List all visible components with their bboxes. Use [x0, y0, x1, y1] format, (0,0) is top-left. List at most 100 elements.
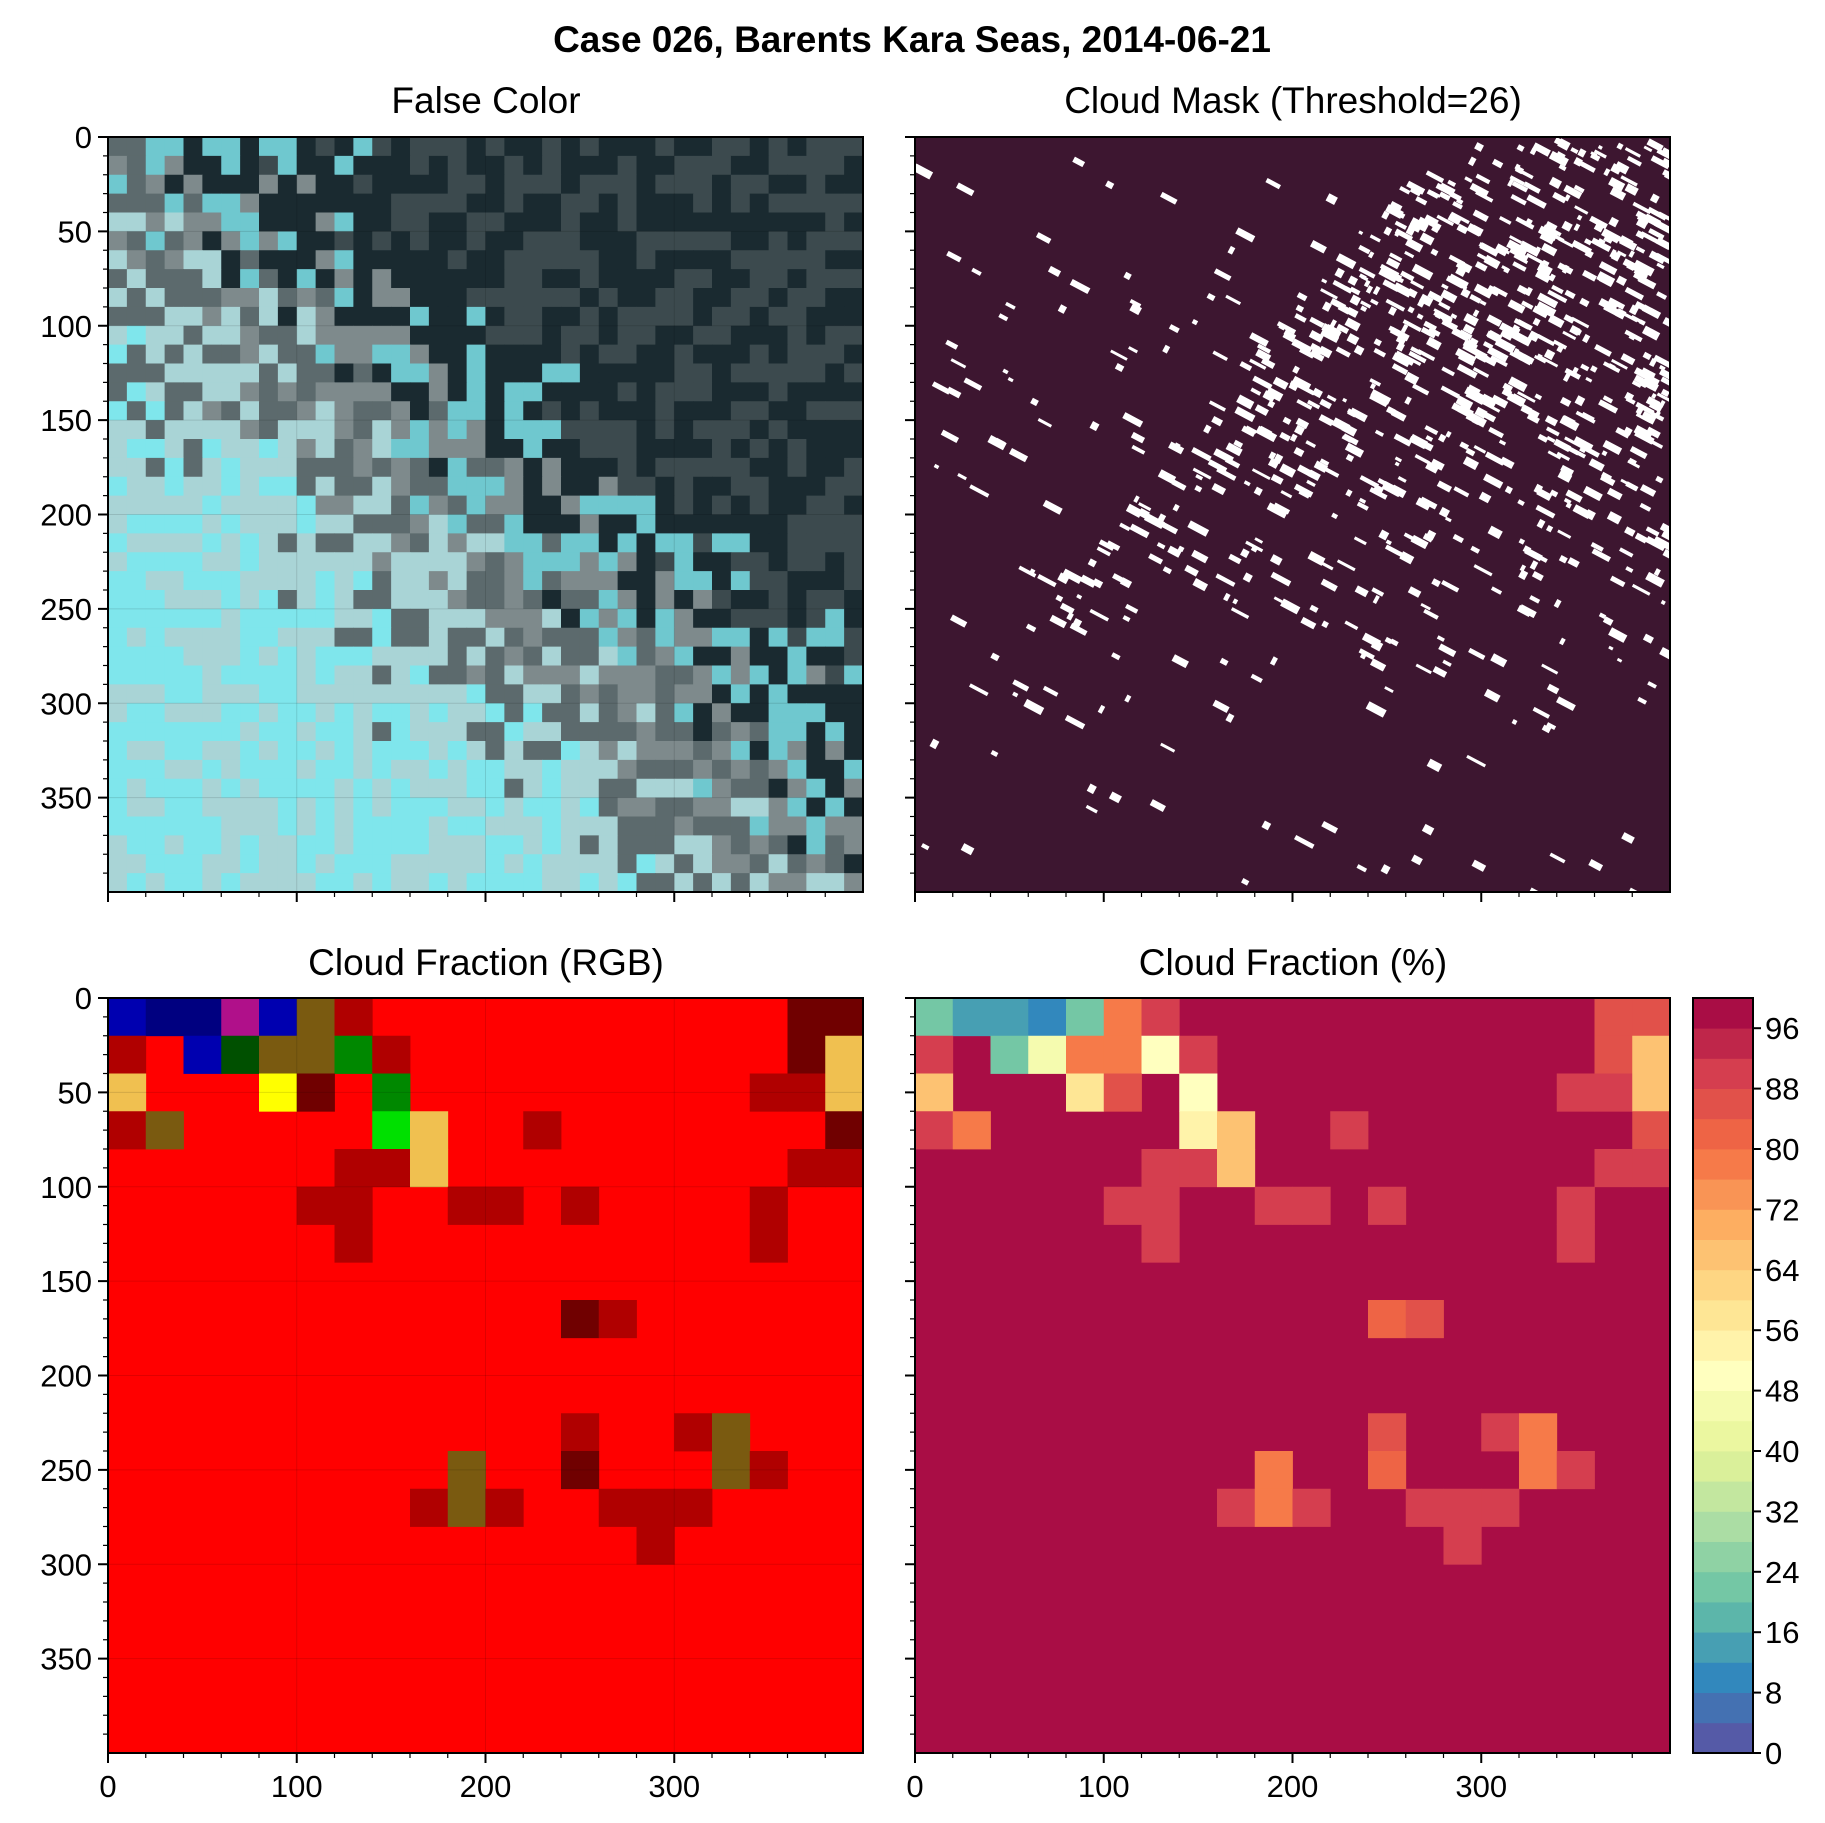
colorbar-segment	[1693, 1058, 1753, 1089]
false-color-pixel	[787, 137, 807, 157]
cloud-mask-cloud	[1335, 346, 1351, 358]
false-color-pixel	[579, 608, 600, 629]
false-color-pixel	[410, 759, 430, 780]
false-color-pixel	[787, 590, 807, 610]
colorbar-segment	[1693, 1602, 1753, 1633]
cloud-mask-cloud	[1280, 598, 1301, 615]
false-color-pixel	[202, 741, 222, 761]
false-color-pixel	[202, 608, 222, 629]
false-color-pixel	[428, 533, 449, 553]
false-color-pixel	[372, 155, 392, 176]
false-color-pixel	[428, 514, 449, 534]
false-color-pixel	[164, 608, 184, 629]
false-color-pixel	[145, 231, 166, 251]
cloud-mask-cloud	[1598, 612, 1607, 620]
false-color-pixel	[617, 344, 637, 364]
cloud-mask-cloud	[1346, 306, 1359, 318]
false-color-pixel	[693, 495, 713, 515]
cloud-fraction-rgb-cell	[825, 1149, 864, 1188]
cloud-mask-cloud	[1662, 548, 1682, 564]
false-color-pixel	[126, 306, 147, 327]
cloud-mask-cloud	[1532, 305, 1549, 319]
cloud-mask-cloud	[1513, 318, 1530, 330]
false-color-pixel	[485, 703, 505, 723]
cloud-mask-cloud	[1421, 823, 1435, 836]
cloud-mask-cloud	[1123, 271, 1132, 281]
false-color-pixel	[542, 797, 562, 817]
colorbar-segment	[1693, 1541, 1753, 1573]
cloud-mask-cloud	[1455, 259, 1473, 274]
false-color-pixel	[447, 873, 468, 893]
cloud-mask-cloud	[1474, 142, 1484, 152]
false-color-pixel	[126, 646, 147, 666]
cloud-mask-cloud	[1265, 177, 1281, 190]
false-color-pixel	[730, 552, 751, 572]
cloud-fraction-rgb-cell	[334, 1186, 373, 1225]
cloud-mask-cloud	[1467, 339, 1474, 345]
cloud-mask-cloud	[1325, 193, 1338, 205]
false-color-pixel	[749, 835, 770, 855]
false-color-pixel	[504, 401, 524, 421]
false-color-pixel	[372, 646, 392, 666]
cloud-mask-cloud	[1533, 483, 1544, 495]
cloud-mask-cloud	[1294, 313, 1307, 323]
false-color-pixel	[126, 552, 147, 572]
cloud-fraction-rgb-cell	[787, 1035, 826, 1074]
false-color-pixel	[183, 420, 203, 440]
false-color-pixel	[108, 835, 128, 855]
false-color-pixel	[561, 533, 581, 553]
false-color-pixel	[825, 439, 845, 459]
false-color-pixel	[277, 571, 298, 591]
false-color-pixel	[636, 741, 656, 761]
false-color-pixel	[183, 873, 203, 893]
false-color-pixel	[447, 306, 468, 327]
false-color-pixel	[240, 420, 260, 440]
cloud-mask-cloud	[1608, 216, 1619, 228]
cloud-fraction-pct-cell	[1443, 1526, 1482, 1565]
false-color-pixel	[221, 401, 241, 421]
false-color-pixel	[240, 816, 260, 836]
false-color-pixel	[617, 665, 637, 685]
cloud-mask-cloud	[1479, 242, 1499, 257]
cloud-mask-cloud	[1258, 425, 1273, 437]
cloud-mask-cloud	[1089, 421, 1100, 432]
cloud-mask-cloud	[1491, 285, 1508, 298]
cloud-mask-cloud	[1389, 638, 1399, 647]
false-color-pixel	[504, 552, 524, 572]
cloud-mask-cloud	[1272, 376, 1289, 390]
cloud-mask-cloud	[990, 652, 1000, 662]
false-color-pixel	[561, 231, 581, 251]
false-color-pixel	[183, 722, 203, 742]
cloud-fraction-rgb-cell	[108, 998, 147, 1037]
false-color-pixel	[372, 703, 392, 723]
false-color-pixel	[410, 854, 430, 874]
cloud-mask-cloud	[1636, 215, 1650, 225]
false-color-pixel	[391, 835, 411, 855]
cloud-fraction-rgb-cell	[108, 1111, 147, 1150]
false-color-pixel	[768, 457, 788, 478]
false-color-pixel	[749, 137, 770, 157]
false-color-pixel	[674, 646, 694, 666]
false-color-pixel	[655, 514, 675, 534]
false-color-pixel	[259, 741, 279, 761]
colorbar-segment	[1693, 1481, 1753, 1512]
cloud-mask-cloud	[1177, 545, 1185, 553]
false-color-pixel	[844, 137, 864, 157]
cloud-mask-cloud	[1313, 460, 1329, 473]
false-color-pixel	[466, 344, 486, 364]
false-color-pixel	[712, 835, 732, 855]
false-color-pixel	[617, 590, 637, 610]
false-color-pixel	[693, 552, 713, 572]
cloud-fraction-rgb-cell	[334, 998, 373, 1037]
false-color-pixel	[844, 835, 864, 855]
false-color-pixel	[259, 608, 279, 629]
false-color-pixel	[372, 495, 392, 515]
cloud-mask-cloud	[1417, 216, 1430, 228]
cloud-mask-cloud	[1407, 586, 1422, 598]
false-color-pixel	[712, 382, 732, 402]
false-color-pixel	[259, 590, 279, 610]
false-color-pixel	[523, 231, 543, 251]
false-color-pixel	[315, 269, 335, 289]
false-color-pixel	[598, 363, 619, 383]
cloud-mask-cloud	[1358, 230, 1364, 236]
